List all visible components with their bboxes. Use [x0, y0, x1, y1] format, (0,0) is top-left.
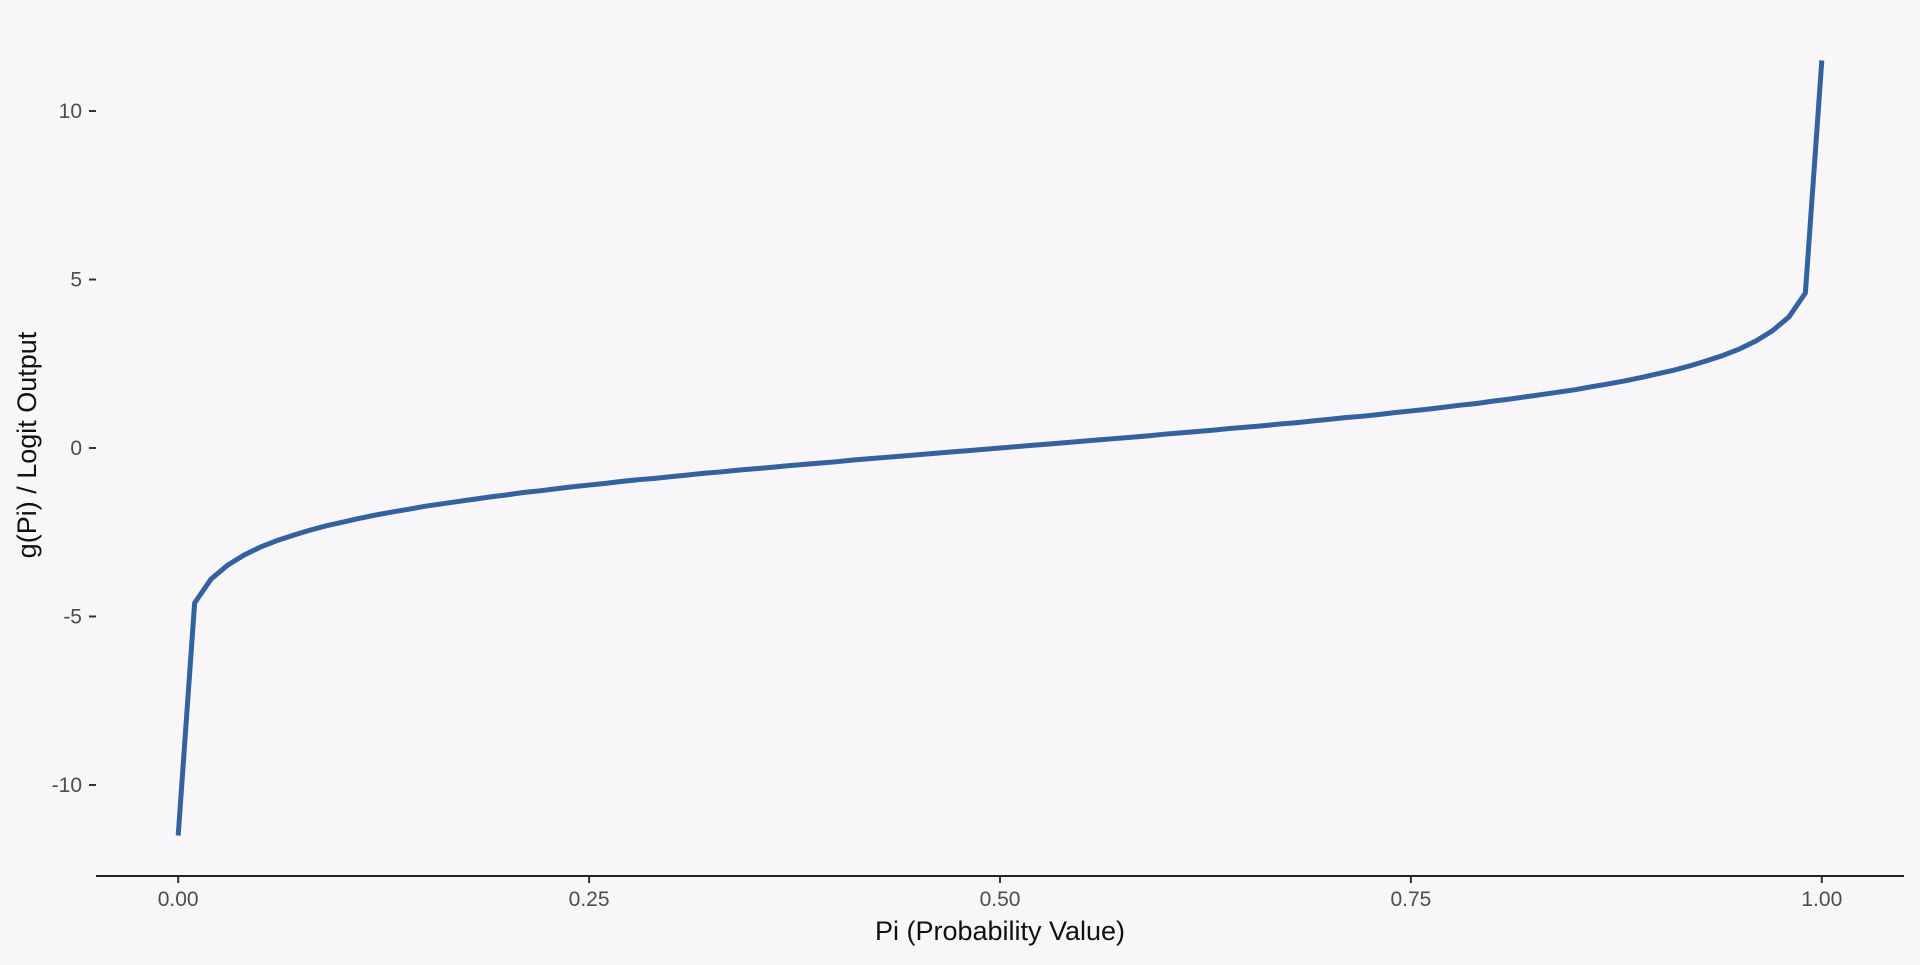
- y-tick-label: -10: [52, 774, 82, 797]
- x-tick-label: 0.25: [569, 888, 610, 911]
- x-tick-label: 0.50: [980, 888, 1021, 911]
- x-tick-label: 1.00: [1801, 888, 1842, 911]
- y-tick-label: 5: [70, 268, 82, 291]
- y-tick-label: 10: [59, 100, 82, 123]
- x-tick-label: 0.00: [158, 888, 199, 911]
- y-tick-label: -5: [63, 606, 82, 629]
- y-tick-label: 0: [70, 437, 82, 460]
- x-axis-label: Pi (Probability Value): [875, 916, 1125, 946]
- y-axis-label: g(Pi) / Logit Output: [12, 331, 42, 558]
- x-tick-label: 0.75: [1390, 888, 1431, 911]
